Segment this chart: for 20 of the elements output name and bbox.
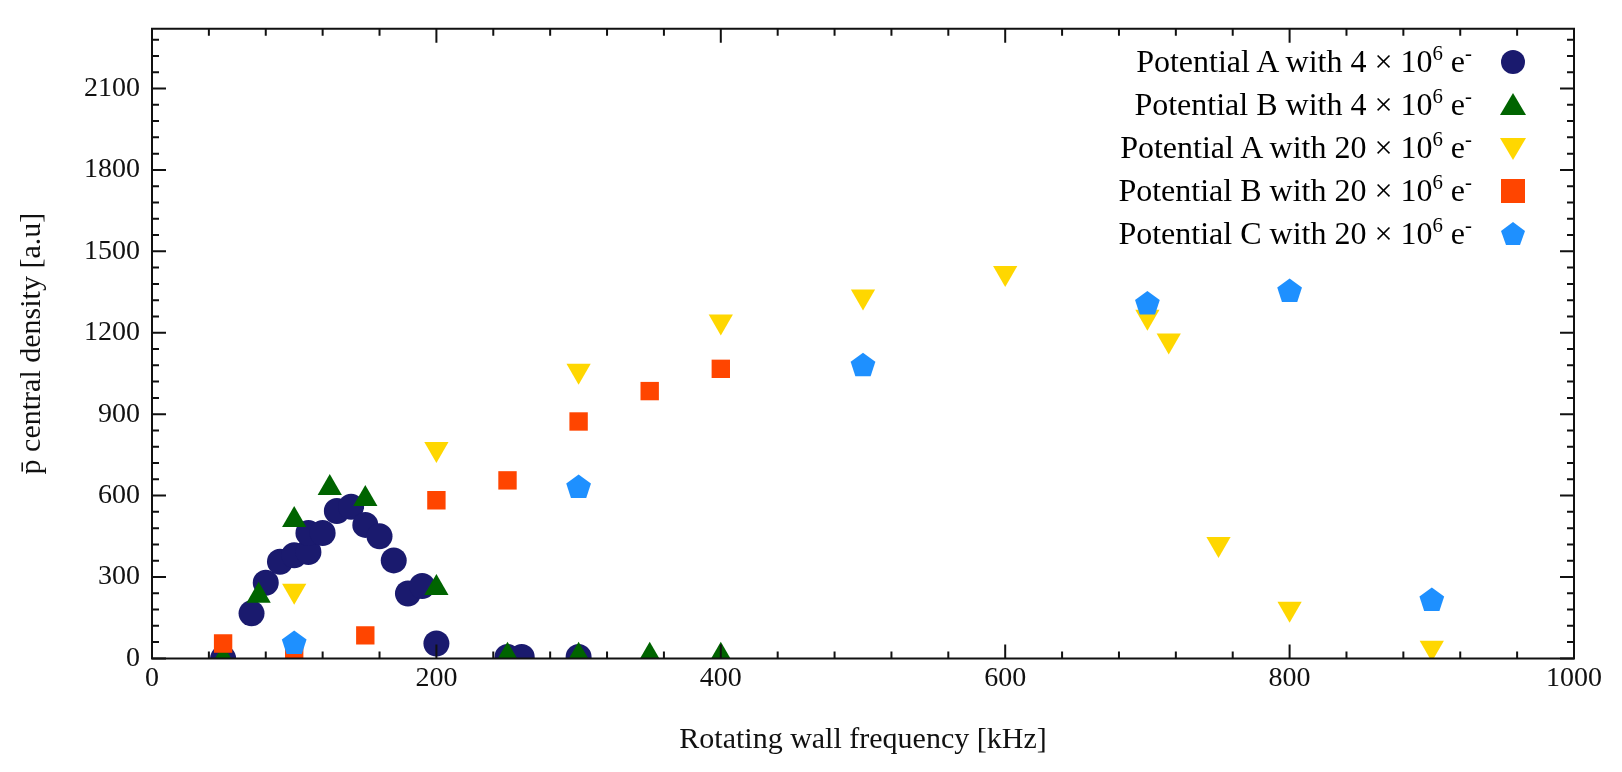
y-axis-title: p̄ central density [a.u] — [12, 212, 46, 475]
legend-label: Potential C with 20 × 10$^{6}$ e$^{-}$ — [1118, 212, 1472, 253]
x-tick-label: 1000 — [1546, 660, 1602, 692]
legend-label: Potential B with 20 × 10$^{6}$ e$^{-}$ — [1118, 169, 1472, 210]
x-tick-label: 200 — [415, 660, 458, 692]
legend-label: Potential A with 20 × 10$^{6}$ e$^{-}$ — [1120, 126, 1472, 167]
y-tick-label: 1500 — [84, 233, 140, 265]
x-tick-label: 800 — [1268, 660, 1311, 692]
y-tick-label: 0 — [126, 640, 140, 672]
y-tick-label: 600 — [98, 477, 140, 509]
x-axis-title: Rotating wall frequency [kHz] — [679, 720, 1047, 754]
legend-label: Potential B with 4 × 10$^{6}$ e$^{-}$ — [1134, 83, 1472, 124]
x-tick-label: 600 — [984, 660, 1027, 692]
legend-label: Potential A with 4 × 10$^{6}$ e$^{-}$ — [1136, 40, 1472, 81]
y-tick-label: 300 — [98, 559, 140, 591]
y-tick-label: 900 — [98, 396, 140, 428]
y-tick-label: 1200 — [84, 315, 140, 347]
y-tick-label: 2100 — [84, 70, 140, 102]
y-tick-label: 1800 — [84, 152, 140, 184]
x-tick-label: 400 — [699, 660, 742, 692]
